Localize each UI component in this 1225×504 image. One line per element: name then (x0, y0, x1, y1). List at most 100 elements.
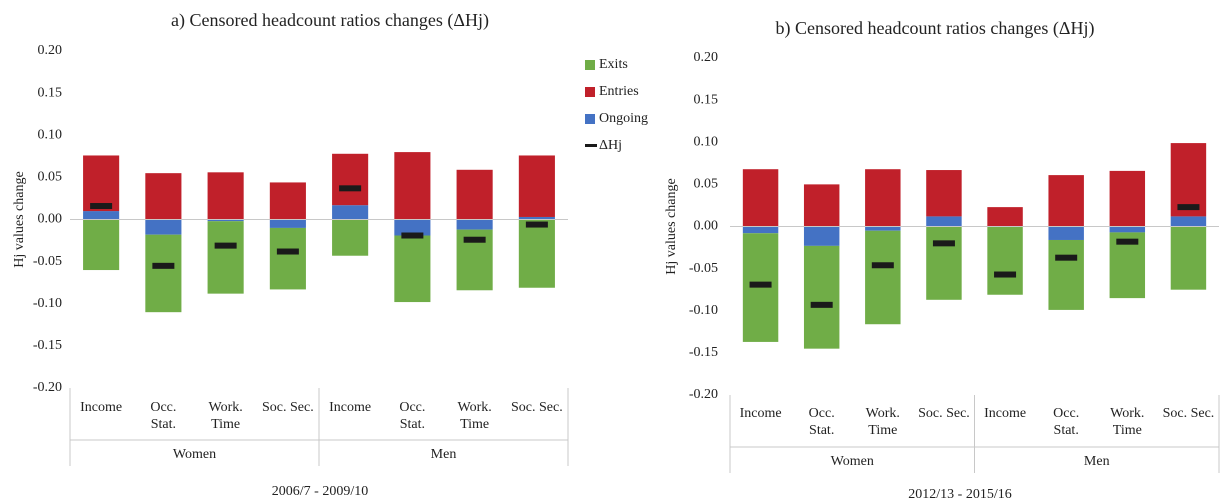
bar-segment (332, 205, 369, 220)
y-tick-label: 0.05 (38, 170, 63, 185)
y-tick-label: 0.00 (694, 219, 719, 234)
bar-segment (456, 219, 493, 230)
bar-segment (987, 207, 1023, 227)
x-tick-label: Soc. Sec. (511, 400, 563, 415)
bar-segment (803, 245, 840, 349)
legend-label: Ongoing (599, 111, 648, 126)
group-label: Women (173, 447, 216, 462)
legend-swatch (585, 60, 595, 70)
bar-segment (742, 226, 779, 234)
bar-segment (518, 155, 555, 217)
bar-segment (803, 226, 840, 246)
bar-segment (987, 226, 1023, 295)
x-tick-label: Occ. Stat. (809, 406, 835, 438)
legend-label: Exits (599, 57, 628, 72)
group-label: Men (1084, 454, 1110, 469)
bar-segment (83, 211, 120, 220)
bar-segment (803, 184, 840, 227)
y-tick-label: 0.10 (694, 134, 719, 149)
x-tick-label: Occ. Stat. (150, 400, 176, 432)
x-tick-label: Work. Time (1110, 406, 1144, 438)
bar-segment (518, 216, 555, 220)
delta-marker (1116, 238, 1139, 245)
x-tick-label: Income (329, 400, 371, 415)
x-tick-label: Work. Time (866, 406, 900, 438)
x-tick-label: Occ. Stat. (399, 400, 425, 432)
delta-marker (463, 236, 486, 243)
bar-segment (926, 226, 962, 300)
bar-segment (1048, 226, 1084, 240)
bar-segment (865, 226, 901, 231)
x-axis-label: 2012/13 - 2015/16 (908, 487, 1011, 502)
delta-marker (749, 281, 772, 288)
y-tick-label: -0.15 (33, 338, 62, 353)
chart-title: b) Censored headcount ratios changes (ΔH… (776, 18, 1095, 39)
bar-segment (394, 152, 431, 220)
legend-swatch (585, 144, 597, 147)
y-tick-label: 0.10 (38, 127, 63, 142)
delta-marker (1055, 254, 1078, 261)
bar-segment (145, 219, 182, 235)
delta-marker (525, 221, 548, 228)
bar-segment (456, 169, 493, 220)
x-tick-label: Work. Time (457, 400, 491, 432)
group-label: Women (831, 454, 874, 469)
bar-segment (1109, 226, 1146, 233)
bar-segment (207, 219, 244, 222)
y-tick-label: -0.05 (689, 261, 718, 276)
bar-segment (865, 169, 901, 227)
chart-title: a) Censored headcount ratios changes (ΔH… (171, 10, 489, 31)
y-tick-label: 0.15 (38, 85, 63, 100)
x-tick-label: Soc. Sec. (1163, 406, 1215, 421)
bar-segment (394, 219, 431, 236)
bar-segment (145, 234, 182, 313)
group-label: Men (431, 447, 457, 462)
delta-marker (90, 203, 113, 210)
x-tick-label: Soc. Sec. (262, 400, 314, 415)
delta-marker (152, 262, 175, 269)
y-tick-label: -0.20 (33, 380, 62, 395)
bar-segment (926, 170, 962, 217)
delta-marker (932, 240, 955, 247)
x-tick-label: Occ. Stat. (1053, 406, 1079, 438)
legend-swatch (585, 114, 595, 124)
bar-segment (83, 219, 120, 271)
x-tick-label: Income (740, 406, 782, 421)
x-axis-label: 2006/7 - 2009/10 (272, 484, 368, 499)
delta-marker (994, 271, 1017, 278)
bar-segment (332, 219, 369, 256)
y-tick-label: 0.20 (38, 43, 63, 58)
delta-marker (810, 301, 833, 308)
bar-segment (518, 219, 555, 288)
bar-segment (269, 182, 306, 220)
y-tick-label: -0.15 (689, 345, 718, 360)
bar-segment (269, 227, 306, 290)
y-tick-label: -0.10 (33, 296, 62, 311)
delta-marker (871, 262, 894, 269)
delta-marker (401, 232, 424, 239)
y-tick-label: 0.20 (694, 50, 719, 65)
bar-segment (332, 153, 369, 206)
x-tick-label: Soc. Sec. (918, 406, 970, 421)
bar-segment (1048, 175, 1084, 227)
delta-marker (339, 185, 362, 192)
bar-segment (926, 216, 962, 227)
x-tick-label: Income (984, 406, 1026, 421)
delta-marker (214, 242, 237, 249)
bar-segment (269, 219, 306, 228)
bar-segment (1170, 226, 1207, 290)
y-axis-label: Hj values change (12, 171, 27, 267)
bar-segment (1048, 239, 1084, 310)
y-tick-label: 0.00 (38, 212, 63, 227)
delta-marker (276, 248, 299, 255)
y-tick-label: -0.05 (33, 254, 62, 269)
bar-segment (742, 169, 779, 227)
bar-segment (394, 235, 431, 303)
bar-segment (145, 173, 182, 220)
y-tick-label: 0.15 (694, 92, 719, 107)
bar-segment (207, 172, 244, 220)
bar-segment (83, 155, 120, 212)
legend-label: Entries (599, 84, 639, 99)
bar-segment (865, 230, 901, 325)
